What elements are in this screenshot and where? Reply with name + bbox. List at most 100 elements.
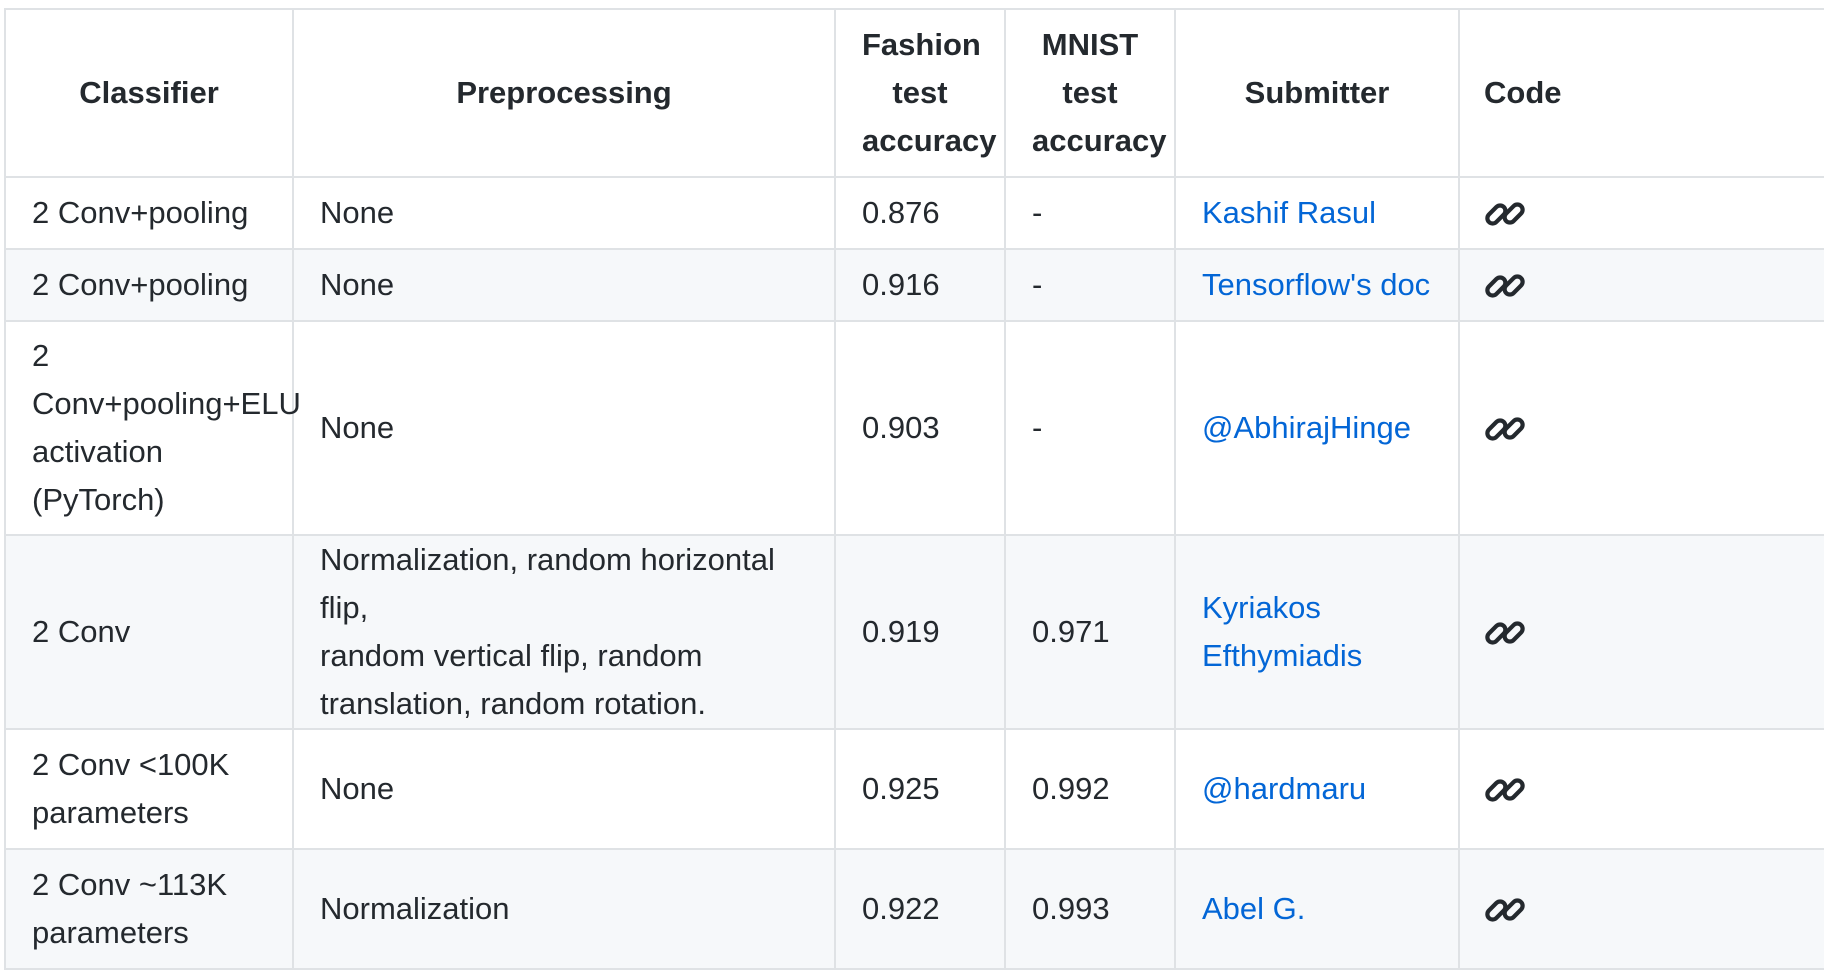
submitter-cell: Kyriakos Efthymiadis bbox=[1174, 534, 1460, 730]
table-row: 2 Conv ~113K parameters Normalization 0.… bbox=[4, 848, 1824, 970]
code-cell bbox=[1458, 248, 1824, 322]
classifier-text: activation bbox=[32, 434, 163, 469]
classifier-cell: 2 Conv+pooling bbox=[4, 248, 294, 322]
results-table-container: Classifier Preprocessing Fashion test ac… bbox=[4, 8, 1824, 970]
code-cell bbox=[1458, 320, 1824, 536]
submitter-cell: Kashif Rasul bbox=[1174, 176, 1460, 250]
fashion-accuracy-cell: 0.925 bbox=[834, 728, 1006, 850]
table-row: 2 Conv Normalization, random horizontal … bbox=[4, 534, 1824, 730]
submitter-text: @AbhirajHinge bbox=[1202, 410, 1411, 445]
preprocessing-text: random vertical flip, random bbox=[320, 638, 703, 673]
submitter-link[interactable]: @hardmaru bbox=[1202, 771, 1366, 806]
submitter-text: Kashif Rasul bbox=[1202, 195, 1377, 230]
header-classifier: Classifier bbox=[4, 8, 294, 178]
submitter-text: Efthymiadis bbox=[1202, 638, 1363, 673]
code-link[interactable] bbox=[1482, 614, 1528, 649]
mnist-accuracy-cell: 0.992 bbox=[1004, 728, 1176, 850]
link-icon bbox=[1485, 202, 1525, 226]
submitter-cell: Abel G. bbox=[1174, 848, 1460, 970]
submitter-link[interactable]: Kashif Rasul bbox=[1202, 195, 1376, 230]
header-fashion-line: Fashion bbox=[862, 27, 981, 62]
classifier-text: 2 Conv bbox=[32, 614, 131, 649]
submitter-text: Abel G. bbox=[1202, 891, 1306, 926]
classifier-cell: 2 Conv+pooling+ELU activation (PyTorch) bbox=[4, 320, 301, 536]
code-link[interactable] bbox=[1482, 195, 1528, 230]
fashion-accuracy-cell: 0.919 bbox=[834, 534, 1006, 730]
code-cell bbox=[1458, 728, 1824, 850]
code-link[interactable] bbox=[1482, 410, 1528, 445]
preprocessing-cell: Normalization, random horizontal flip, r… bbox=[292, 534, 836, 730]
classifier-text: parameters bbox=[32, 795, 189, 830]
fashion-accuracy-cell: 0.922 bbox=[834, 848, 1006, 970]
preprocessing-cell: Normalization bbox=[292, 848, 836, 970]
mnist-accuracy-cell: - bbox=[1004, 176, 1176, 250]
table-row: 2 Conv+pooling None 0.876 - Kashif Rasul bbox=[4, 176, 1824, 250]
header-fashion-line: accuracy bbox=[862, 123, 997, 158]
mnist-accuracy-cell: - bbox=[1004, 248, 1176, 322]
submitter-cell: @AbhirajHinge bbox=[1174, 320, 1460, 536]
classifier-text: 2 Conv+pooling bbox=[32, 195, 249, 230]
fashion-accuracy-cell: 0.903 bbox=[834, 320, 1006, 536]
preprocessing-text: None bbox=[320, 410, 395, 445]
code-cell bbox=[1458, 534, 1824, 730]
classifier-text: Conv+pooling+ELU bbox=[32, 386, 301, 421]
classifier-cell: 2 Conv+pooling bbox=[4, 176, 294, 250]
classifier-text: parameters bbox=[32, 915, 189, 950]
classifier-cell: 2 Conv ~113K parameters bbox=[4, 848, 294, 970]
header-code: Code bbox=[1458, 8, 1824, 178]
preprocessing-text: None bbox=[320, 771, 395, 806]
header-mnist-line: MNIST bbox=[1041, 27, 1139, 62]
classifier-text: 2 bbox=[32, 338, 50, 373]
header-submitter: Submitter bbox=[1174, 8, 1460, 178]
header-row: Classifier Preprocessing Fashion test ac… bbox=[4, 8, 1824, 178]
link-icon bbox=[1485, 621, 1525, 645]
classifier-cell: 2 Conv <100K parameters bbox=[4, 728, 294, 850]
preprocessing-text: translation, random rotation. bbox=[320, 686, 706, 721]
code-link[interactable] bbox=[1482, 771, 1528, 806]
preprocessing-text: None bbox=[320, 195, 395, 230]
submitter-cell: Tensorflow's doc bbox=[1174, 248, 1460, 322]
mnist-accuracy-cell: - bbox=[1004, 320, 1176, 536]
table-row: 2 Conv+pooling+ELU activation (PyTorch) … bbox=[4, 320, 1824, 536]
preprocessing-text: Normalization, random horizontal flip, bbox=[320, 542, 775, 625]
link-icon bbox=[1485, 274, 1525, 298]
mnist-accuracy-cell: 0.971 bbox=[1004, 534, 1176, 730]
submitter-link[interactable]: Abel G. bbox=[1202, 891, 1305, 926]
code-cell bbox=[1458, 848, 1824, 970]
submitter-text: @hardmaru bbox=[1202, 771, 1367, 806]
code-cell bbox=[1458, 176, 1824, 250]
header-mnist-line: test bbox=[1062, 75, 1118, 110]
code-link[interactable] bbox=[1482, 267, 1528, 302]
fashion-accuracy-cell: 0.916 bbox=[834, 248, 1006, 322]
submitter-text: Kyriakos bbox=[1202, 590, 1321, 625]
table-row: 2 Conv+pooling None 0.916 - Tensorflow's… bbox=[4, 248, 1824, 322]
results-table: Classifier Preprocessing Fashion test ac… bbox=[4, 8, 1824, 970]
table-row: 2 Conv <100K parameters None 0.925 0.992… bbox=[4, 728, 1824, 850]
mnist-accuracy-cell: 0.993 bbox=[1004, 848, 1176, 970]
header-mnist-line: accuracy bbox=[1032, 123, 1167, 158]
link-icon bbox=[1485, 778, 1525, 802]
classifier-text: 2 Conv+pooling bbox=[32, 267, 249, 302]
preprocessing-cell: None bbox=[292, 248, 836, 322]
link-icon bbox=[1485, 417, 1525, 441]
header-fashion-line: test bbox=[892, 75, 948, 110]
preprocessing-cell: None bbox=[292, 728, 836, 850]
code-link[interactable] bbox=[1482, 891, 1528, 926]
preprocessing-cell: None bbox=[292, 320, 836, 536]
classifier-cell: 2 Conv bbox=[4, 534, 294, 730]
fashion-accuracy-cell: 0.876 bbox=[834, 176, 1006, 250]
header-preprocessing: Preprocessing bbox=[292, 8, 836, 178]
submitter-link[interactable]: Kyriakos Efthymiadis bbox=[1202, 590, 1362, 673]
classifier-text: 2 Conv ~113K bbox=[32, 867, 228, 902]
preprocessing-text: None bbox=[320, 267, 395, 302]
submitter-link[interactable]: @AbhirajHinge bbox=[1202, 410, 1411, 445]
submitter-cell: @hardmaru bbox=[1174, 728, 1460, 850]
submitter-link[interactable]: Tensorflow's doc bbox=[1202, 267, 1430, 302]
classifier-text: (PyTorch) bbox=[32, 482, 165, 517]
submitter-text: Tensorflow's doc bbox=[1202, 267, 1431, 302]
preprocessing-cell: None bbox=[292, 176, 836, 250]
preprocessing-text: Normalization bbox=[320, 891, 510, 926]
header-mnist-accuracy: MNIST test accuracy bbox=[1004, 8, 1176, 178]
link-icon bbox=[1485, 898, 1525, 922]
classifier-text: 2 Conv <100K bbox=[32, 747, 230, 782]
